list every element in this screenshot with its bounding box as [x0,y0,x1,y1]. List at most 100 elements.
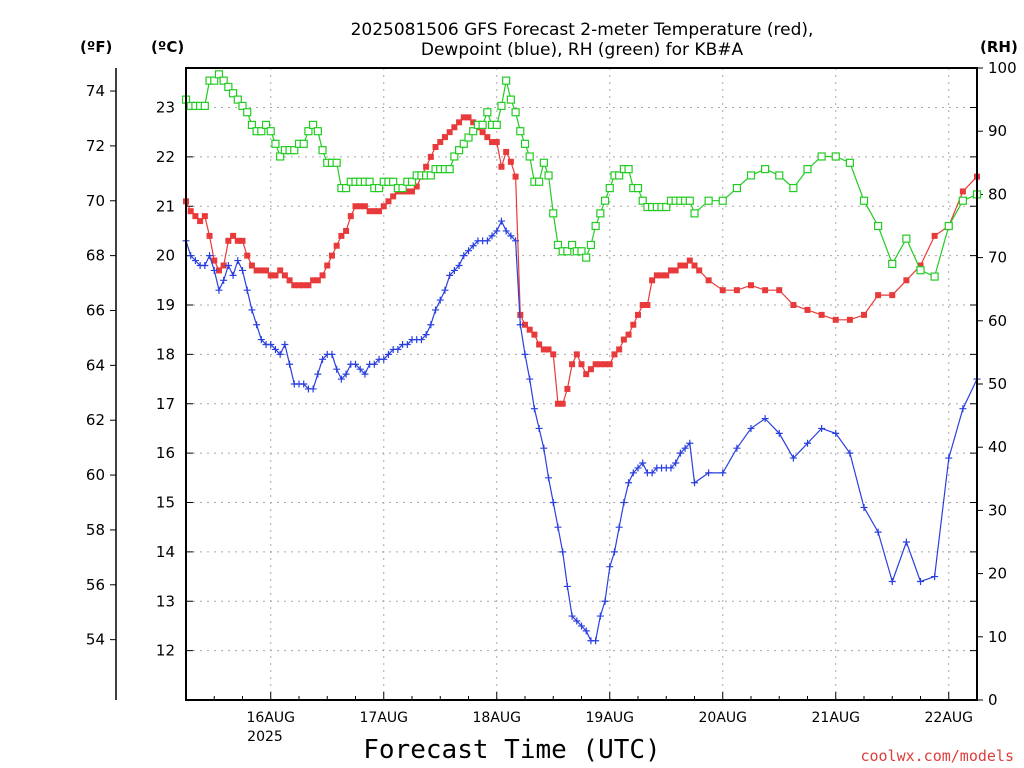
temperature-point [314,277,321,284]
temperature-point [507,158,514,165]
celsius-tick-label: 12 [156,642,175,660]
temperature-point [413,183,420,190]
dewpoint-point [526,375,534,383]
temperature-point [554,400,561,407]
temperature-point [639,302,646,308]
dewpoint-point [436,296,444,304]
rh-point [497,101,506,111]
temperature-point [489,139,496,146]
rh-point [958,196,967,205]
rh-point [502,76,511,85]
dewpoint-point [747,424,755,432]
temperature-point [658,272,665,279]
dewpoint-point [267,341,275,348]
rh-point [233,95,242,104]
temperature-point [672,267,679,274]
temperature-line [185,116,978,405]
rh-point [902,234,911,243]
rh-tick-label: 0 [988,691,998,709]
dewpoint-point [719,469,727,477]
dewpoint-point [540,444,548,452]
rh-point [525,152,534,161]
temperature-point [460,114,467,121]
temperature-point [818,311,825,318]
year-label: 2025 [247,729,283,745]
temperature-point [959,188,966,195]
dewpoint-point [422,331,430,339]
dewpoint-point [818,424,826,432]
temperature-point [234,237,241,244]
dewpoint-point [276,350,284,358]
celsius-tick-label: 13 [156,592,175,610]
dewpoint-point [512,237,520,245]
temperature-point [263,267,270,274]
dewpoint-point [549,499,557,506]
dewpoint-point [601,597,609,605]
dewpoint-point [243,286,251,294]
rh-point [582,253,591,262]
dewpoint-point [902,538,910,546]
time-tick-label: 16AUG [247,710,296,726]
rh-point [309,120,318,129]
fahrenheit-tick-label: 60 [86,466,105,484]
dewpoint-point [469,242,477,250]
rh-point [662,202,671,212]
celsius-tick-label: 18 [156,345,175,363]
rh-point [549,209,558,218]
celsius-tick-label: 23 [156,99,175,117]
temperature-point [696,267,703,274]
rh-point [577,247,586,256]
temperature-point [602,361,609,368]
temperature-point [733,287,740,294]
temperature-point [804,306,811,313]
rh-point [817,152,826,161]
rh-point [520,139,530,148]
dewpoint-point [342,370,350,378]
dewpoint-point [432,306,440,314]
dewpoint-point [220,276,228,284]
rh-point [586,240,596,250]
temperature-point [484,134,491,141]
temperature-point [611,351,618,358]
rh-tick-label: 50 [988,375,1007,393]
dewpoint-point [394,345,402,353]
time-tick-label: 17AUG [360,710,409,726]
temperature-point [498,163,505,170]
fahrenheit-tick-label: 64 [86,356,105,374]
rh-point [365,177,374,186]
dewpoint-point [286,360,294,368]
temperature-point [446,129,453,136]
rh-point [299,139,308,148]
temperature-point [352,203,359,210]
temperature-point [277,267,284,274]
temperature-point [230,232,237,239]
temperature-point [390,193,397,200]
dewpoint-point [761,415,769,423]
rh-point [426,171,435,180]
dewpoint-point [234,257,242,265]
temperature-point [244,252,251,259]
rh-point [535,177,544,186]
temperature-point [512,173,519,180]
dewpoint-point [319,355,327,363]
rh-point [257,127,266,136]
grid-lines [186,68,977,700]
celsius-tick-label: 14 [156,543,175,561]
temperature-point [691,262,698,269]
rh-point [271,139,280,148]
rh-tick-label: 60 [988,312,1007,330]
temperature-point [371,208,378,215]
rh-point [450,152,459,161]
rh-point [544,171,553,180]
temperature-point [790,302,797,308]
fahrenheit-tick-label: 66 [86,301,105,319]
celsius-tick-label: 16 [156,444,175,462]
temperature-point [465,114,472,121]
temperature-point [917,262,924,269]
temperature-point [644,302,651,308]
temperature-point [663,272,670,279]
rh-point [506,95,515,104]
rh-tick-label: 90 [988,122,1007,140]
temperature-point [253,267,260,274]
